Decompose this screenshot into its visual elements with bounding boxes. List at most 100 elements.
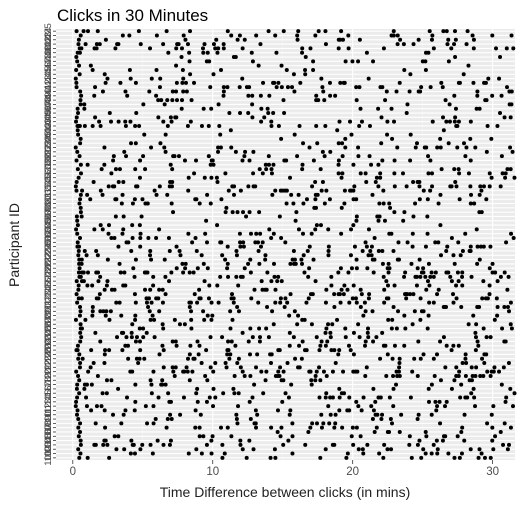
data-point xyxy=(498,274,503,279)
data-point xyxy=(254,231,259,236)
data-point xyxy=(241,240,246,245)
data-point xyxy=(84,253,89,258)
data-point xyxy=(97,42,102,47)
data-point xyxy=(338,80,343,85)
data-point xyxy=(472,201,477,206)
data-point xyxy=(323,123,328,128)
data-point xyxy=(192,292,197,297)
data-point xyxy=(293,218,298,223)
data-point xyxy=(512,391,517,396)
data-point xyxy=(231,386,236,391)
data-point xyxy=(79,93,84,98)
data-point xyxy=(468,201,473,206)
data-point xyxy=(76,132,81,137)
data-point xyxy=(355,369,360,374)
data-point xyxy=(199,253,204,258)
data-point xyxy=(107,348,112,353)
data-point xyxy=(132,274,137,279)
data-point xyxy=(449,279,454,284)
data-point xyxy=(474,322,479,327)
data-point xyxy=(411,292,416,297)
data-point xyxy=(277,214,282,219)
data-point xyxy=(162,145,167,150)
data-point xyxy=(354,197,359,202)
data-point xyxy=(492,317,497,322)
data-point xyxy=(336,46,341,51)
data-point xyxy=(359,408,364,413)
data-point xyxy=(79,335,84,340)
data-point xyxy=(324,391,329,396)
data-point xyxy=(109,378,114,383)
data-point xyxy=(204,442,209,447)
data-point xyxy=(380,330,385,335)
data-point xyxy=(254,365,259,370)
data-point xyxy=(427,283,432,288)
data-point xyxy=(338,266,343,271)
data-point xyxy=(262,115,267,120)
data-point xyxy=(199,361,204,366)
data-point xyxy=(484,335,489,340)
data-point xyxy=(333,93,338,98)
data-point xyxy=(490,93,495,98)
data-point xyxy=(236,404,241,409)
data-point xyxy=(351,162,356,167)
data-point xyxy=(145,270,150,275)
data-point xyxy=(104,391,109,396)
y-tick-label: 408 xyxy=(43,96,54,112)
data-point xyxy=(333,421,338,426)
data-point xyxy=(218,274,223,279)
data-point xyxy=(380,158,385,163)
data-point xyxy=(288,292,293,297)
data-point xyxy=(470,373,475,378)
data-point xyxy=(161,119,166,124)
data-point xyxy=(292,132,297,137)
data-point xyxy=(480,296,485,301)
data-point xyxy=(205,266,210,271)
data-point xyxy=(93,85,98,90)
data-point xyxy=(454,184,459,189)
data-point xyxy=(397,373,402,378)
data-point xyxy=(242,266,247,271)
data-point xyxy=(216,145,221,150)
data-point xyxy=(220,335,225,340)
data-point xyxy=(485,123,490,128)
data-point xyxy=(197,343,202,348)
data-point xyxy=(508,386,513,391)
data-point xyxy=(326,404,331,409)
y-tick-label: 114 xyxy=(43,394,54,409)
data-point xyxy=(313,373,318,378)
data-point xyxy=(351,442,356,447)
data-point xyxy=(342,80,347,85)
data-point xyxy=(278,434,283,439)
data-point xyxy=(356,322,361,327)
data-point xyxy=(382,287,387,292)
data-point xyxy=(304,197,309,202)
data-point xyxy=(323,29,328,34)
data-point xyxy=(74,386,79,391)
data-point xyxy=(270,309,275,314)
data-point xyxy=(90,309,95,314)
data-point xyxy=(149,145,154,150)
data-point xyxy=(435,451,440,456)
data-point xyxy=(456,373,461,378)
data-point xyxy=(358,171,363,176)
data-point xyxy=(424,434,429,439)
data-point xyxy=(76,111,81,116)
data-point xyxy=(133,313,138,318)
data-point xyxy=(335,317,340,322)
data-point xyxy=(290,421,295,426)
data-point xyxy=(107,317,112,322)
data-point xyxy=(182,369,187,374)
data-point xyxy=(336,171,341,176)
data-point xyxy=(232,391,237,396)
y-tick-label: 315 xyxy=(43,174,54,190)
data-point xyxy=(175,98,180,103)
data-point xyxy=(79,214,84,219)
data-point xyxy=(79,326,84,331)
data-point xyxy=(269,361,274,366)
data-point xyxy=(292,89,297,94)
data-point xyxy=(234,417,239,422)
data-point xyxy=(256,240,261,245)
data-point xyxy=(386,317,391,322)
x-tick-label: 10 xyxy=(206,466,219,478)
